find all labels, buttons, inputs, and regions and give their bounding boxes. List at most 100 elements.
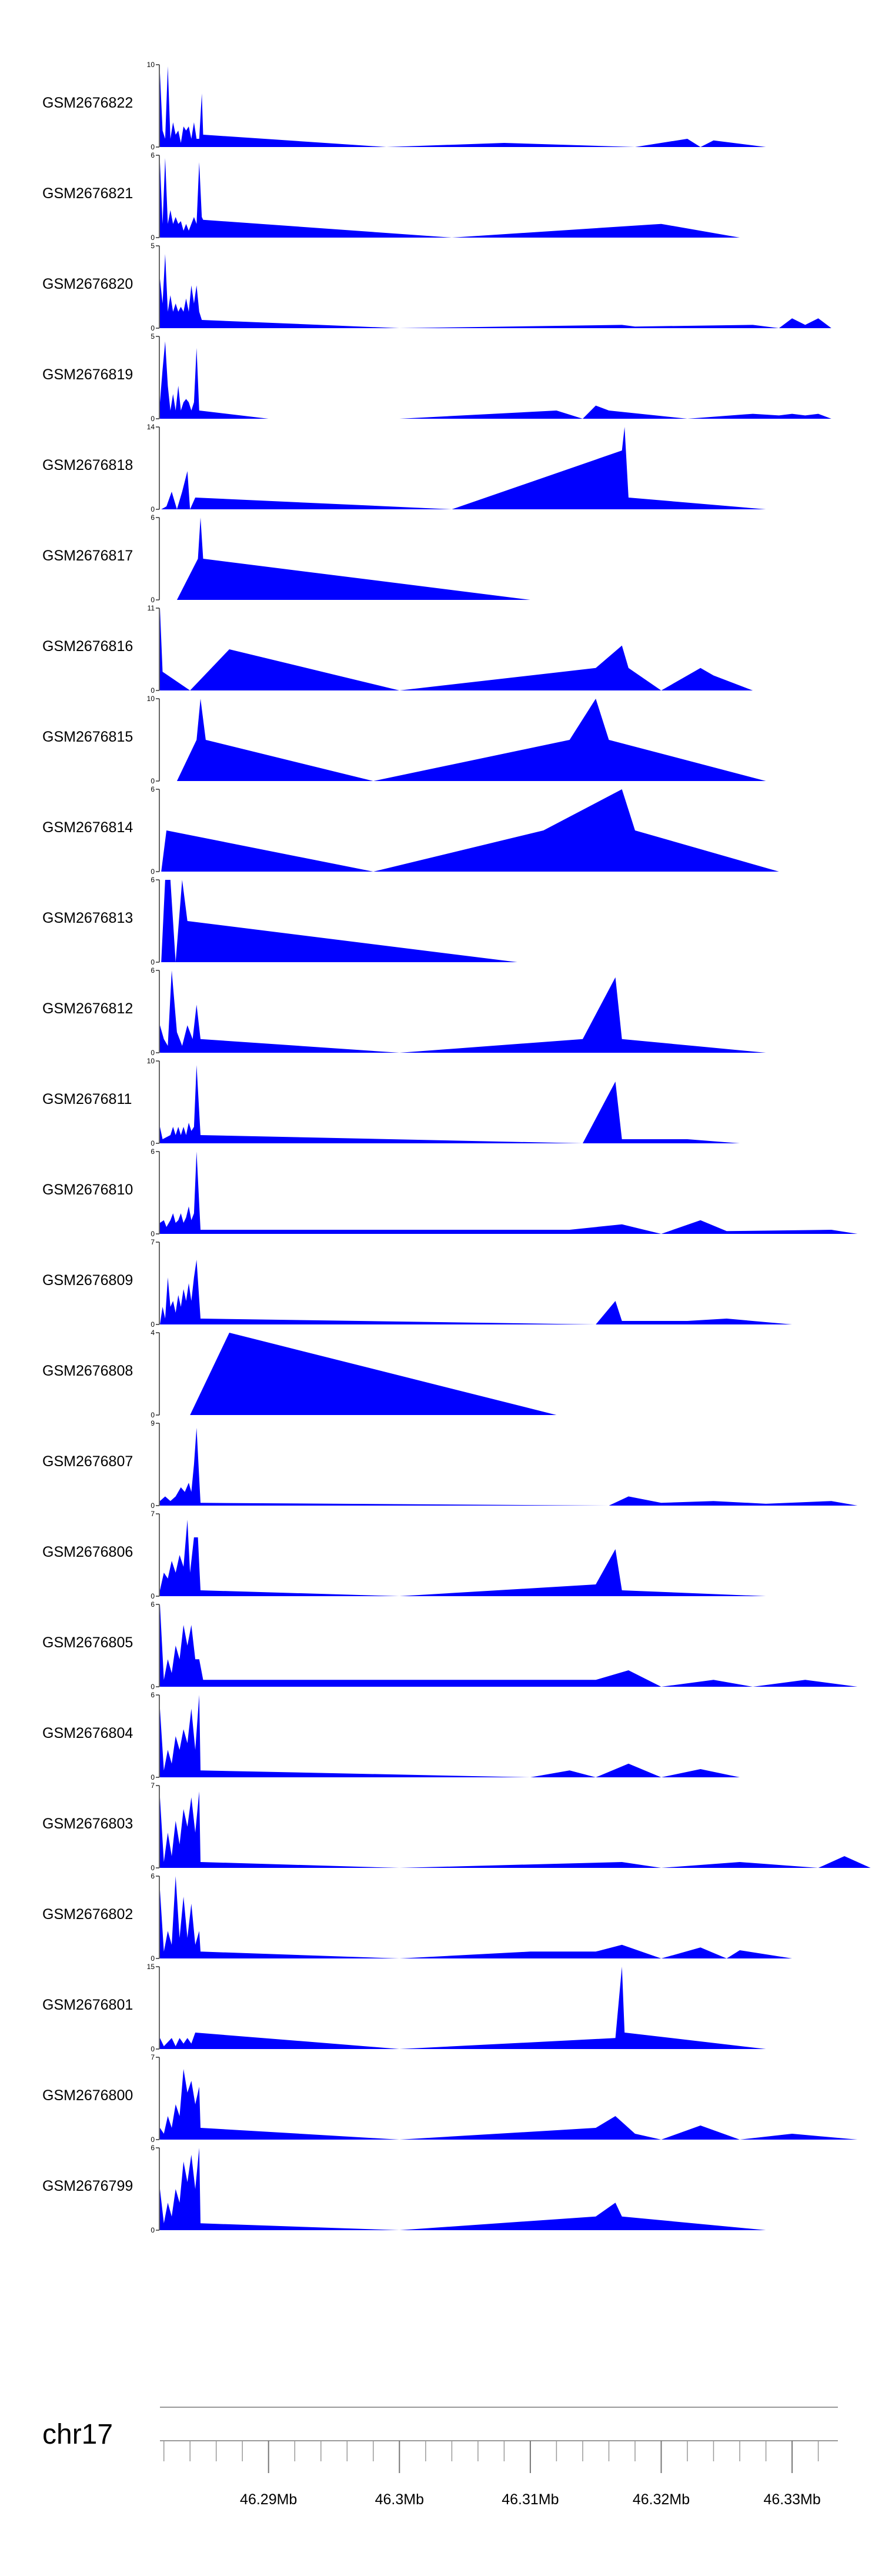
y-axis-zero-label: 0 — [151, 1773, 155, 1781]
track-GSM2676799: GSM2676799 6 0 — [42, 2144, 766, 2234]
y-axis-zero-label: 0 — [151, 1411, 155, 1419]
x-tick-label: 46.31Mb — [502, 2491, 559, 2508]
coverage-area — [160, 1604, 858, 1687]
coverage-area — [160, 1791, 871, 1868]
track-GSM2676801: GSM2676801 15 0 — [42, 1963, 766, 2053]
y-axis-zero-label: 0 — [151, 415, 155, 423]
track-GSM2676821: GSM2676821 6 0 — [42, 151, 740, 242]
y-axis-zero-label: 0 — [151, 1592, 155, 1600]
track-GSM2676804: GSM2676804 6 0 — [42, 1691, 740, 1781]
track-GSM2676806: GSM2676806 7 0 — [42, 1510, 766, 1600]
x-tick-label: 46.33Mb — [763, 2491, 820, 2508]
y-axis-max-label: 6 — [151, 1600, 155, 1609]
y-axis-max-label: 6 — [151, 151, 155, 159]
track-label: GSM2676805 — [42, 1634, 133, 1651]
track-label: GSM2676813 — [42, 910, 133, 926]
y-axis-max-label: 10 — [147, 695, 155, 703]
track-label: GSM2676820 — [42, 276, 133, 292]
coverage-area — [160, 1427, 858, 1506]
track-label: GSM2676818 — [42, 457, 133, 473]
y-axis-zero-label: 0 — [151, 958, 155, 966]
y-axis-zero-label: 0 — [151, 1954, 155, 1963]
track-GSM2676805: GSM2676805 6 0 — [42, 1600, 858, 1691]
y-axis-max-label: 6 — [151, 1147, 155, 1156]
coverage-area — [190, 1333, 557, 1415]
track-label: GSM2676803 — [42, 1816, 133, 1832]
y-axis-max-label: 9 — [151, 1419, 155, 1427]
genome-axis: chr17 46.29Mb 46.3Mb 46.31Mb 46.32Mb 46.33Mb — [42, 2407, 838, 2508]
y-axis-zero-label: 0 — [151, 1320, 155, 1329]
coverage-area — [160, 1876, 793, 1958]
y-axis-max-label: 6 — [151, 785, 155, 793]
y-axis-max-label: 11 — [148, 604, 155, 612]
track-GSM2676800: GSM2676800 7 0 — [42, 2053, 858, 2144]
y-axis-max-label: 6 — [151, 1872, 155, 1880]
y-axis-zero-label: 0 — [151, 777, 155, 785]
chromosome-label: chr17 — [42, 2419, 113, 2450]
track-label: GSM2676799 — [42, 2178, 133, 2194]
track-GSM2676803: GSM2676803 7 0 — [42, 1781, 871, 1872]
track-label: GSM2676801 — [42, 1997, 133, 2013]
coverage-area — [161, 427, 766, 509]
y-axis-zero-label: 0 — [151, 1864, 155, 1872]
track-GSM2676820: GSM2676820 5 0 — [42, 242, 831, 332]
track-label: GSM2676816 — [42, 638, 133, 655]
coverage-area — [160, 1260, 793, 1324]
track-label: GSM2676800 — [42, 2087, 133, 2104]
coverage-area — [176, 699, 766, 781]
track-GSM2676817: GSM2676817 6 0 — [42, 513, 530, 604]
coverage-area — [160, 1065, 740, 1143]
coverage-area — [176, 518, 530, 600]
track-label: GSM2676808 — [42, 1363, 133, 1379]
y-axis-max-label: 15 — [147, 1963, 155, 1971]
track-label: GSM2676810 — [42, 1182, 133, 1198]
track-GSM2676810: GSM2676810 6 0 — [42, 1147, 858, 1238]
track-GSM2676815: GSM2676815 10 0 — [42, 695, 766, 785]
track-GSM2676802: GSM2676802 6 0 — [42, 1872, 793, 1963]
track-GSM2676807: GSM2676807 9 0 — [42, 1419, 858, 1510]
track-label: GSM2676819 — [42, 366, 133, 383]
track-label: GSM2676817 — [42, 548, 133, 564]
coverage-area — [160, 341, 831, 419]
y-axis-max-label: 6 — [151, 513, 155, 522]
track-label: GSM2676806 — [42, 1544, 133, 1560]
y-axis-zero-label: 0 — [151, 2135, 155, 2144]
track-label: GSM2676822 — [42, 95, 133, 111]
x-tick-label: 46.32Mb — [633, 2491, 690, 2508]
track-GSM2676819: GSM2676819 5 0 — [42, 332, 831, 423]
y-axis-max-label: 6 — [151, 876, 155, 884]
coverage-area — [160, 2069, 858, 2140]
y-axis-zero-label: 0 — [151, 686, 155, 695]
track-label: GSM2676807 — [42, 1453, 133, 1470]
y-axis-max-label: 7 — [151, 1510, 155, 1518]
coverage-area — [160, 2148, 766, 2230]
x-tick-label: 46.3Mb — [375, 2491, 424, 2508]
y-axis-max-label: 7 — [151, 1781, 155, 1790]
track-label: GSM2676811 — [42, 1091, 132, 1107]
y-axis-max-label: 7 — [151, 2053, 155, 2061]
track-label: GSM2676812 — [42, 1000, 133, 1017]
track-GSM2676813: GSM2676813 6 0 — [42, 876, 517, 966]
y-axis-max-label: 6 — [151, 1691, 155, 1699]
y-axis-max-label: 5 — [151, 242, 155, 250]
track-GSM2676809: GSM2676809 7 0 — [42, 1238, 793, 1329]
coverage-area — [160, 970, 766, 1053]
track-GSM2676814: GSM2676814 6 0 — [42, 785, 779, 876]
track-label: GSM2676814 — [42, 819, 133, 836]
x-tick-label: 46.29Mb — [240, 2491, 297, 2508]
y-axis-zero-label: 0 — [151, 1049, 155, 1057]
coverage-area — [160, 1520, 766, 1596]
coverage-area — [160, 254, 831, 328]
y-axis-zero-label: 0 — [151, 233, 155, 242]
y-axis-zero-label: 0 — [151, 324, 155, 332]
y-axis-zero-label: 0 — [151, 2045, 155, 2053]
track-GSM2676811: GSM2676811 10 0 — [42, 1057, 740, 1147]
y-axis-zero-label: 0 — [151, 867, 155, 876]
coverage-area — [161, 789, 779, 872]
y-axis-max-label: 10 — [147, 1057, 155, 1065]
y-axis-max-label: 4 — [151, 1329, 155, 1337]
y-axis-zero-label: 0 — [151, 2226, 155, 2234]
coverage-area — [160, 608, 753, 690]
track-label: GSM2676802 — [42, 1906, 133, 1923]
